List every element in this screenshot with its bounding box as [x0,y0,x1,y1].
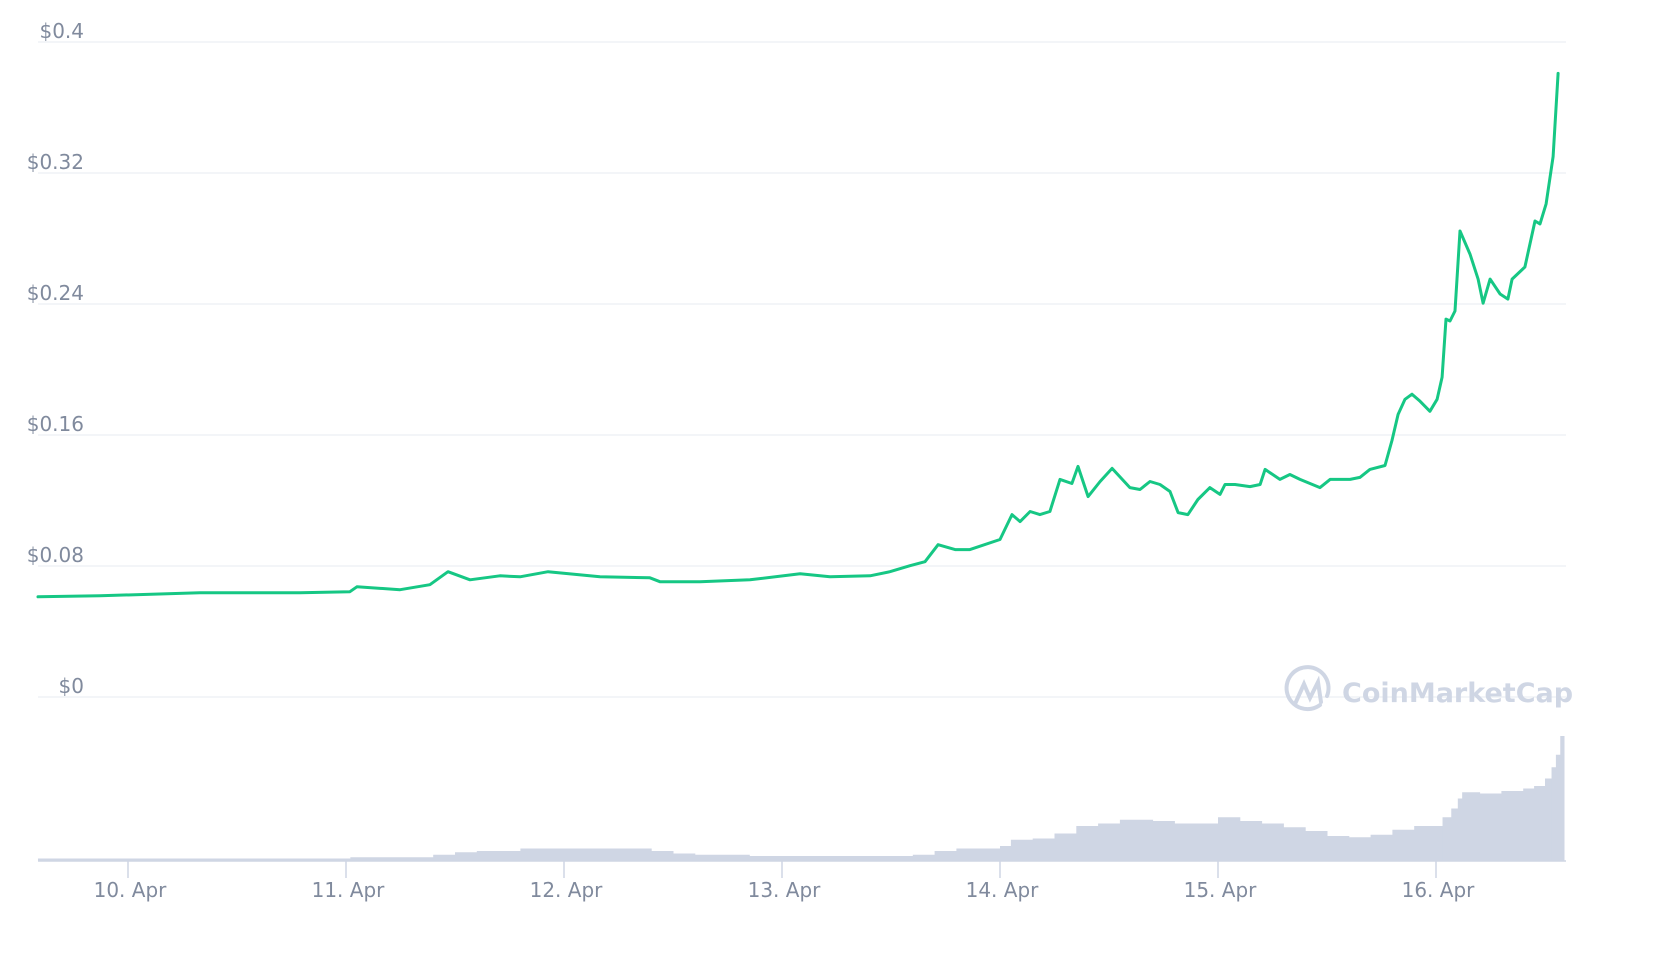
volume-bar [433,854,456,861]
x-tick-label: 12. Apr [530,878,604,902]
volume-bar [956,848,1001,861]
volume-bar [749,856,914,861]
volume-bar [1054,833,1077,861]
volume-bar [520,848,652,861]
volume-bar [1451,808,1459,861]
volume-bar [1534,786,1546,861]
y-tick-label: $0.4 [39,19,84,43]
y-tick-label: $0.32 [27,150,84,174]
volume-bar [673,853,696,861]
volume-bar [1000,846,1012,861]
volume-bar [1348,837,1372,861]
volume-bar [350,857,434,861]
volume-bar [1261,823,1284,861]
price-line [36,71,1560,599]
volume-bar [1327,836,1350,861]
volume-bar [1414,826,1444,861]
volume-bar [651,851,674,861]
x-tick-label: 10. Apr [94,878,168,902]
volume-bar [1479,793,1502,861]
volume-bar [1555,754,1561,861]
volume-bar [1442,817,1452,861]
volume-bar [1551,767,1557,861]
volume-bar [1305,831,1328,861]
volume-bar [1545,778,1553,861]
volume-bar [1457,798,1463,861]
y-tick-label: $0.08 [27,543,84,567]
x-tick-label: 16. Apr [1402,878,1476,902]
coinmarketcap-watermark: CoinMarketCap [1284,665,1573,712]
volume-bar [1462,792,1481,861]
volume-bar [1010,839,1034,861]
volume-bar [1032,838,1055,861]
volume-bar [1174,823,1219,861]
volume-bar [37,858,351,861]
x-tick-label: 14. Apr [966,878,1040,902]
volume-bar [1523,788,1535,861]
volume-bar [1152,821,1175,861]
volume-bar [1239,821,1263,861]
volume-bar [1501,791,1524,861]
y-tick-label: $0 [59,674,84,698]
volume-bar [1119,819,1154,861]
y-tick-label: $0.16 [27,412,84,436]
volume-bar [1370,834,1393,861]
volume-bar [694,854,750,861]
volume-bar [1560,736,1565,861]
volume-bar [476,851,521,861]
watermark-text: CoinMarketCap [1342,678,1573,709]
volume-bar [1392,829,1415,861]
x-tick-label: 13. Apr [748,878,822,902]
coinmarketcap-logo-icon [1284,665,1331,712]
volume-bar [1076,826,1099,861]
volume-bar [912,854,936,861]
x-tick-label: 11. Apr [312,878,386,902]
volume-bar [455,852,478,861]
volume-bar [934,851,957,861]
volume-bar [1283,827,1306,861]
x-tick-label: 15. Apr [1184,878,1258,902]
volume-bar [1098,823,1121,861]
y-tick-label: $0.24 [27,281,84,305]
volume-bar [1218,817,1241,861]
